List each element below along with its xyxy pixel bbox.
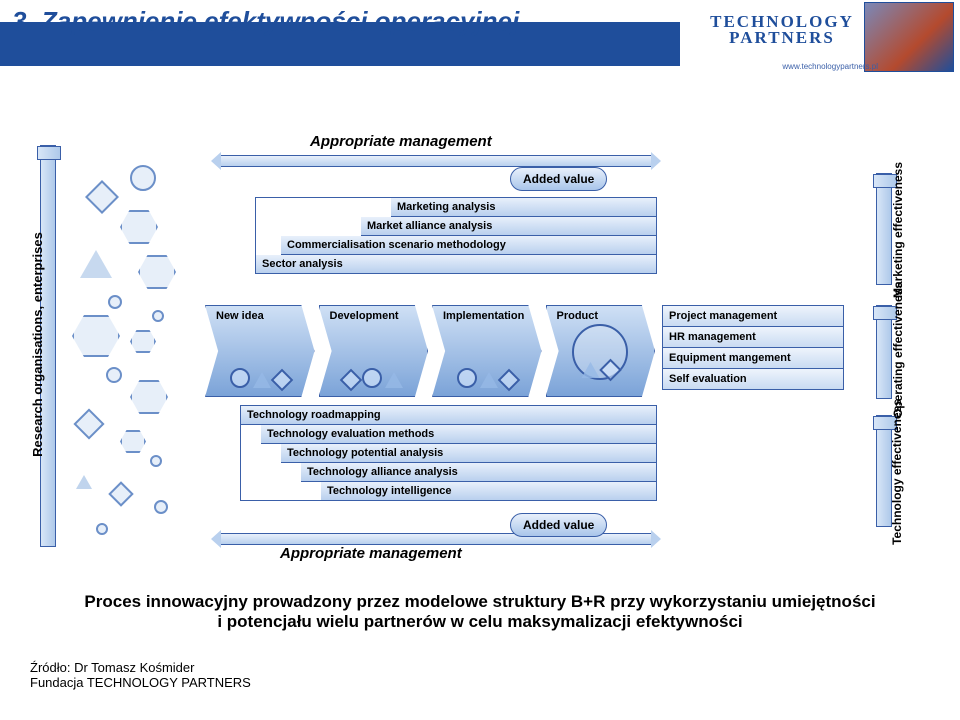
shape-hex [138,255,176,289]
shape-hex [120,210,158,244]
shape-diamond-icon [270,369,293,392]
stack-row: Market alliance analysis [361,217,656,236]
shapes-cloud [60,155,200,535]
slide: 3. Zapewnienie efektywności operacyjnej … [0,0,960,720]
shape-triangle-icon [385,372,403,388]
shape-hex [130,330,156,353]
stack-row: Technology potential analysis [281,444,656,463]
stage-label: Development [330,310,399,322]
source: Źródło: Dr Tomasz Kośmider Fundacja TECH… [30,660,251,690]
right-axis: Marketing effectiveness Operating effect… [870,115,930,575]
shape-dot [106,367,122,383]
shape-circle [130,165,156,191]
technology-label: Technology effectiveness [890,399,904,545]
shape-diamond [73,408,104,439]
stage-label: New idea [216,310,264,322]
shape-circle-icon [230,368,250,388]
stage-label: Implementation [443,310,524,322]
ops-row: HR management [662,326,844,347]
added-value-bottom: Added value [510,513,607,537]
stage-new-idea: New idea [205,305,315,397]
top-mgmt-arrow [220,155,652,167]
shape-hex [120,430,146,453]
shape-triangle [80,250,112,278]
bottom-tech-stack: Technology roadmapping Technology evalua… [240,405,657,501]
stage-label: Product [557,310,599,322]
shape-circle-icon [362,368,382,388]
operating-arrow [876,305,892,399]
ops-row: Self evaluation [662,368,844,390]
logo-url: www.technologypartners.pl [708,62,878,71]
logo: TECHNOLOGY PARTNERS www.technologypartne… [700,0,960,92]
ops-row: Project management [662,305,844,326]
shape-circle-icon [457,368,477,388]
mgmt-bottom-label: Appropriate management [280,545,462,562]
process-diagram: Research organisations, enterprises Appr… [30,115,930,575]
shape-hex [130,380,168,414]
stack-row: Technology evaluation methods [261,425,656,444]
shape-dot [150,455,162,467]
stage-product: Product [546,305,656,397]
added-value-top: Added value [510,167,607,191]
shape-diamond-icon [340,369,363,392]
stack-row: Technology alliance analysis [301,463,656,482]
stage-development: Development [319,305,429,397]
shape-triangle-icon [480,372,498,388]
shape-dot [154,500,168,514]
shape-dot [96,523,108,535]
stack-row: Commercialisation scenario methodology [281,236,656,255]
mgmt-top-label: Appropriate management [310,133,492,150]
shape-diamond-icon [497,369,520,392]
marketing-label: Marketing effectiveness [891,162,905,298]
stage-implementation: Implementation [432,305,542,397]
stack-row: Technology intelligence [321,482,656,500]
stage-row: New idea Development Implementation Prod… [205,305,655,397]
source-line2: Fundacja TECHNOLOGY PARTNERS [30,675,251,690]
ops-row: Equipment mangement [662,347,844,368]
operating-label: Operating effectiveness [891,282,905,418]
marketing-arrow [876,173,892,285]
shape-triangle-icon [582,362,600,378]
logo-text: TECHNOLOGY PARTNERS [708,14,856,46]
caption: Proces innowacyjny prowadzony przez mode… [80,592,880,632]
logo-line2: PARTNERS [729,28,835,47]
shape-dot [152,310,164,322]
top-analysis-stack: Marketing analysis Market alliance analy… [255,197,657,274]
source-line1: Źródło: Dr Tomasz Kośmider [30,660,251,675]
stack-row: Technology roadmapping [241,406,656,425]
shape-hex [72,315,120,357]
stack-row: Marketing analysis [391,198,656,217]
shape-diamond [85,180,119,214]
slide-title: 3. Zapewnienie efektywności operacyjnej [12,6,519,37]
shape-diamond [108,481,133,506]
shape-triangle [76,475,92,489]
operating-block: Project management HR management Equipme… [662,305,844,397]
left-axis-label: Research organisations, enterprises [30,232,45,457]
stack-row: Sector analysis [256,255,656,273]
shape-dot [108,295,122,309]
shape-triangle-icon [253,372,271,388]
shape-diamond-icon [599,359,622,382]
